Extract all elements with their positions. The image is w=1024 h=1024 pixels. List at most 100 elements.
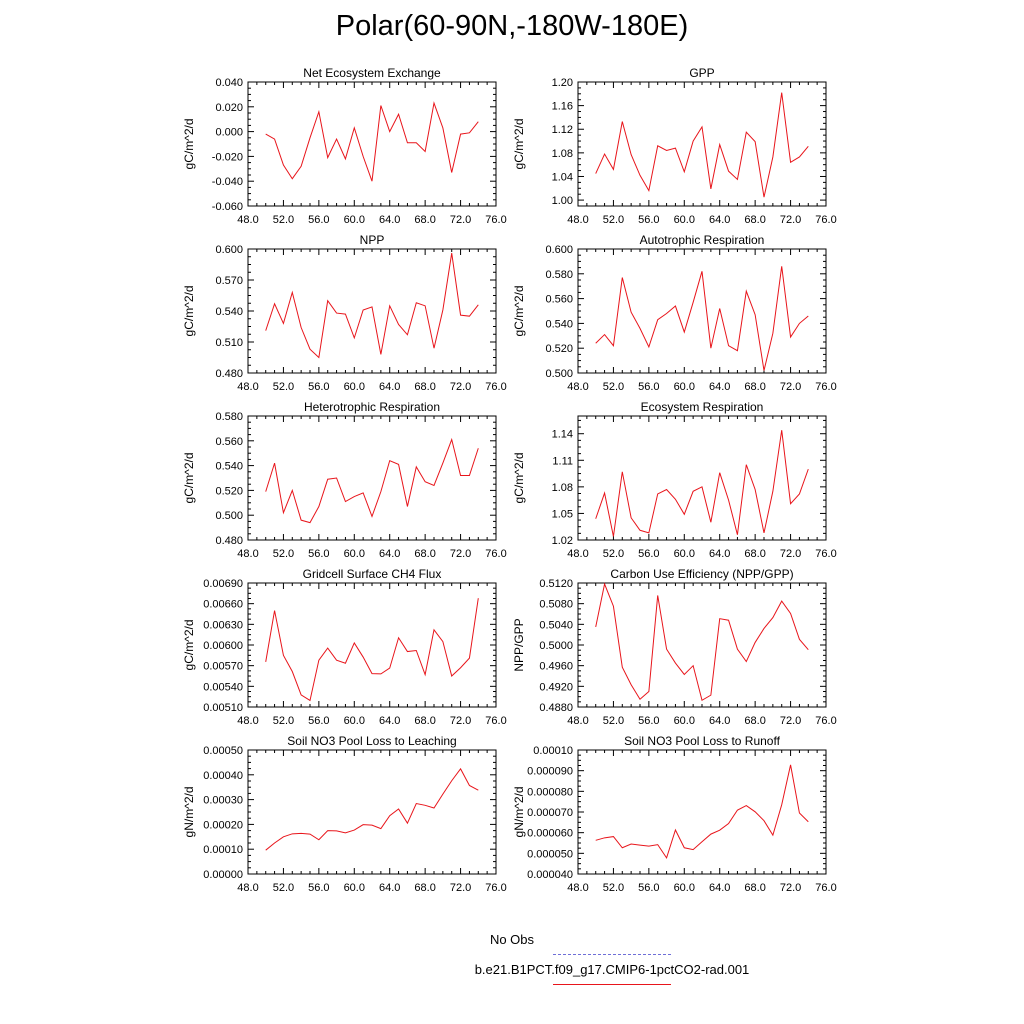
x-tick-label: 48.0 <box>567 381 588 393</box>
x-tick-label: 76.0 <box>815 882 836 894</box>
panel-3: NPP 48.0 52.0 56.0 60.0 64.0 68.0 72.0 76.0 0.480… <box>182 233 507 393</box>
series-line <box>595 266 809 371</box>
series-line <box>265 253 479 359</box>
x-tick-label: 64.0 <box>709 548 730 560</box>
series-line <box>265 101 479 182</box>
y-tick-label: 1.08 <box>552 148 573 160</box>
x-tick-label: 60.0 <box>344 548 365 560</box>
y-tick-label: 0.020 <box>215 102 243 114</box>
panel-10: Soil NO3 Pool Loss to Runoff 48.0 52.0 56.0… <box>512 734 837 894</box>
y-tick-label: 1.04 <box>552 171 573 183</box>
y-axis-label: gC/m^2/d <box>512 119 526 170</box>
x-tick-label: 64.0 <box>379 381 400 393</box>
panel-title: Heterotrophic Respiration <box>304 400 440 414</box>
x-tick-label: 72.0 <box>780 548 801 560</box>
series-line <box>265 767 479 851</box>
y-tick-label: 0.580 <box>545 269 573 281</box>
panel-title: Gridcell Surface CH4 Flux <box>303 567 442 581</box>
x-tick-label: 52.0 <box>603 548 624 560</box>
x-tick-label: 76.0 <box>815 548 836 560</box>
plot-frame <box>247 248 497 374</box>
x-tick-label: 60.0 <box>674 214 695 226</box>
x-tick-label: 56.0 <box>638 214 659 226</box>
y-tick-label: 0.5120 <box>539 578 573 590</box>
x-tick-label: 60.0 <box>344 882 365 894</box>
y-tick-label: 0.480 <box>215 535 243 547</box>
x-tick-label: 68.0 <box>414 548 435 560</box>
plot-frame <box>247 415 497 541</box>
y-tick-label: 0.000080 <box>527 786 573 798</box>
x-tick-label: 48.0 <box>567 548 588 560</box>
x-tick-label: 76.0 <box>485 882 506 894</box>
x-tick-label: 48.0 <box>237 548 258 560</box>
x-tick-label: 68.0 <box>414 882 435 894</box>
x-tick-label: 72.0 <box>780 715 801 727</box>
x-tick-label: 76.0 <box>485 548 506 560</box>
x-tick-label: 72.0 <box>780 381 801 393</box>
x-tick-label: 52.0 <box>603 715 624 727</box>
x-tick-label: 52.0 <box>273 715 294 727</box>
y-tick-label: 0.00000 <box>203 869 243 881</box>
y-axis-label: NPP/GPP <box>512 618 526 671</box>
panel-7: Gridcell Surface CH4 Flux 48.0 52.0 56.0 60.… <box>182 567 507 727</box>
plot-frame <box>577 749 827 875</box>
y-tick-label: 0.00660 <box>203 599 243 611</box>
y-tick-label: 0.000 <box>215 127 243 139</box>
y-tick-label: 0.00570 <box>203 661 243 673</box>
x-tick-label: 68.0 <box>744 715 765 727</box>
x-tick-label: 64.0 <box>709 214 730 226</box>
y-tick-label: 1.12 <box>552 124 573 136</box>
y-tick-label: 0.500 <box>545 368 573 380</box>
x-tick-label: 68.0 <box>744 882 765 894</box>
y-tick-label: 1.16 <box>552 101 573 113</box>
x-tick-label: 56.0 <box>308 882 329 894</box>
x-tick-label: 48.0 <box>237 715 258 727</box>
x-tick-label: 48.0 <box>567 214 588 226</box>
panel-6: Ecosystem Respiration 48.0 52.0 56.0 60.0 64.… <box>512 400 837 560</box>
y-tick-label: 0.560 <box>215 436 243 448</box>
x-tick-label: 48.0 <box>237 381 258 393</box>
panel-title: Soil NO3 Pool Loss to Runoff <box>624 734 781 748</box>
x-tick-label: 60.0 <box>344 381 365 393</box>
x-tick-label: 64.0 <box>379 882 400 894</box>
x-tick-label: 60.0 <box>674 715 695 727</box>
y-axis-label: gC/m^2/d <box>512 286 526 337</box>
series-line <box>595 92 809 198</box>
legend-model-line <box>553 984 671 985</box>
y-tick-label: 0.5080 <box>539 599 573 611</box>
y-tick-label: 0.00510 <box>203 702 243 714</box>
y-tick-label: 1.11 <box>552 455 573 467</box>
x-tick-label: 48.0 <box>567 715 588 727</box>
y-tick-label: 0.520 <box>545 343 573 355</box>
x-tick-label: 72.0 <box>450 381 471 393</box>
x-tick-label: 60.0 <box>344 715 365 727</box>
x-tick-label: 56.0 <box>638 381 659 393</box>
y-tick-label: 0.000050 <box>527 848 573 860</box>
y-tick-label: 0.00020 <box>203 819 243 831</box>
panel-title: Ecosystem Respiration <box>641 400 764 414</box>
panel-title: NPP <box>360 233 385 247</box>
panel-title: Net Ecosystem Exchange <box>303 66 441 80</box>
x-tick-label: 52.0 <box>603 214 624 226</box>
y-tick-label: 0.5000 <box>539 640 573 652</box>
y-tick-label: 0.500 <box>215 510 243 522</box>
y-tick-label: 1.08 <box>552 482 573 494</box>
plot-frame <box>577 248 827 374</box>
series-line <box>595 430 809 537</box>
x-tick-label: 68.0 <box>744 548 765 560</box>
y-tick-label: 0.480 <box>215 368 243 380</box>
x-tick-label: 64.0 <box>379 548 400 560</box>
x-tick-label: 72.0 <box>450 715 471 727</box>
x-tick-label: 56.0 <box>308 381 329 393</box>
x-tick-label: 56.0 <box>638 882 659 894</box>
x-tick-label: 68.0 <box>744 381 765 393</box>
x-tick-label: 68.0 <box>414 715 435 727</box>
x-tick-label: 52.0 <box>273 882 294 894</box>
y-tick-label: 0.5040 <box>539 619 573 631</box>
y-tick-label: 0.600 <box>215 244 243 256</box>
y-tick-label: 0.580 <box>215 411 243 423</box>
x-tick-label: 68.0 <box>414 381 435 393</box>
x-tick-label: 52.0 <box>273 381 294 393</box>
series-line <box>595 764 809 860</box>
y-axis-label: gC/m^2/d <box>512 453 526 504</box>
